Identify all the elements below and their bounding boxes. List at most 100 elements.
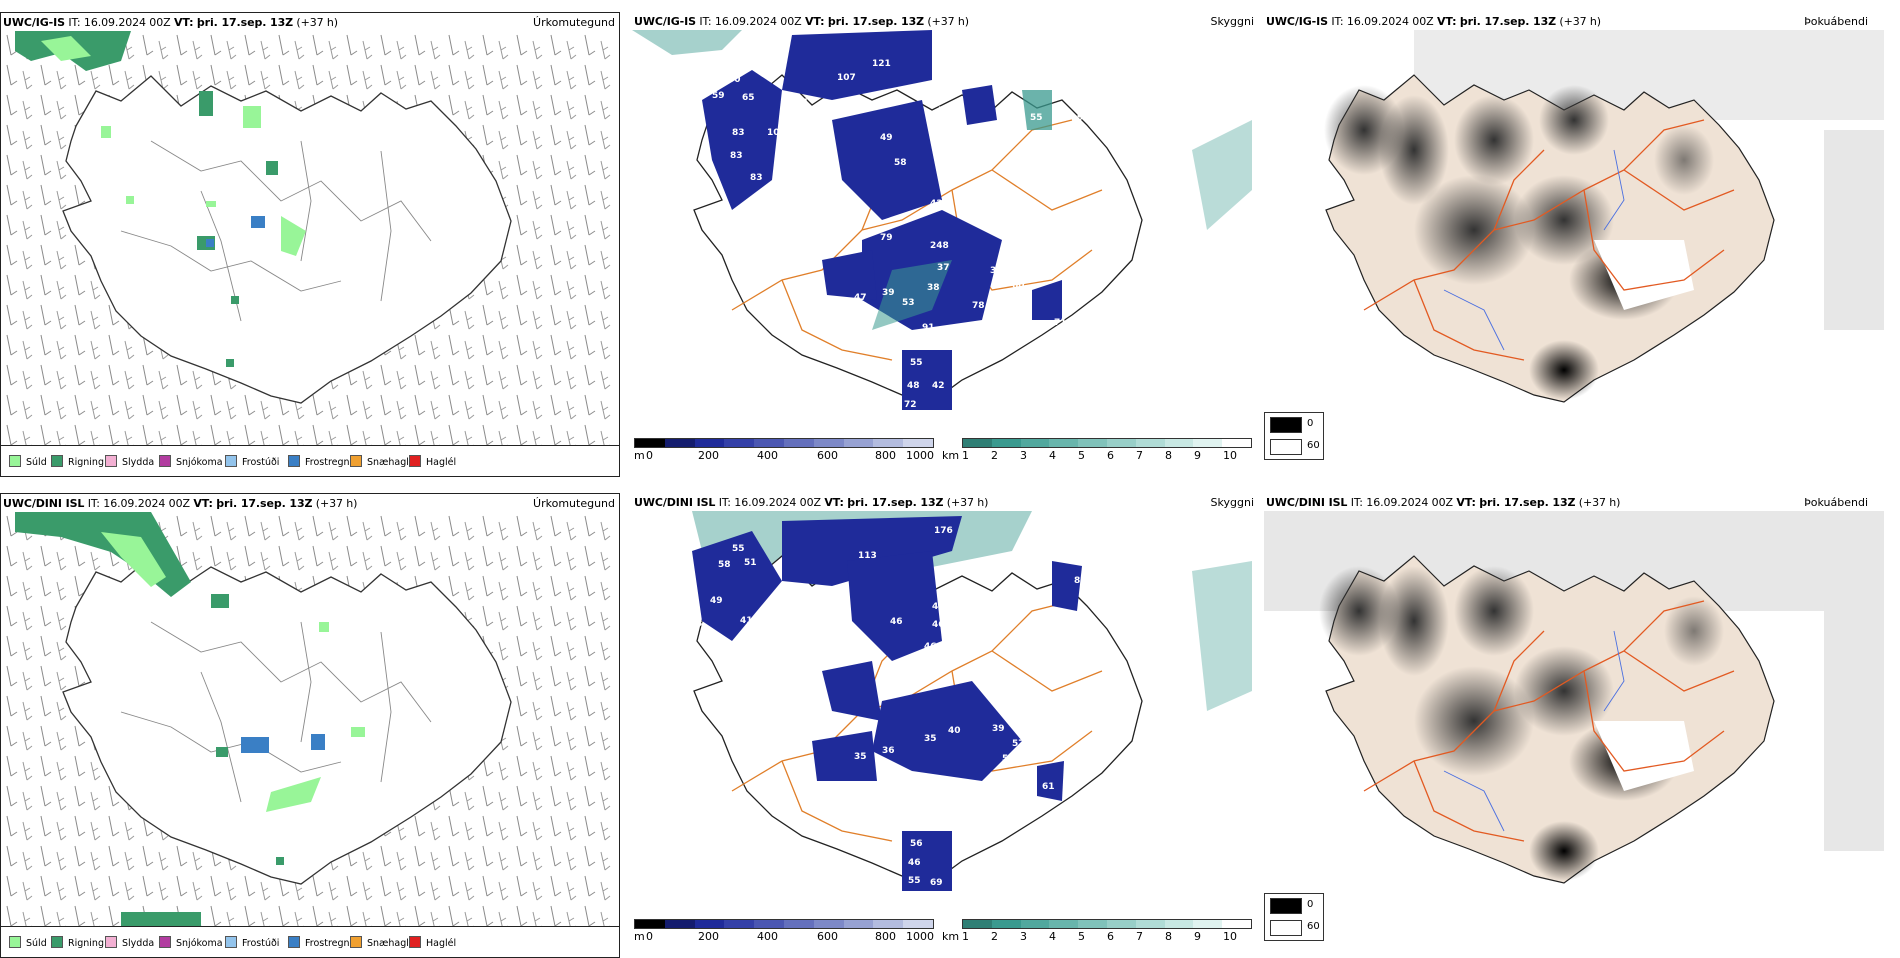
ceiling-label: 55 bbox=[910, 358, 923, 368]
iceland-coastline bbox=[62, 556, 512, 885]
ceiling-label: 49 bbox=[992, 308, 1005, 318]
visibility-tick: 1 bbox=[962, 930, 969, 943]
legend-item: Rigning bbox=[51, 936, 104, 949]
visibility-tick: 1 bbox=[962, 449, 969, 462]
ceiling-label: 55 bbox=[1002, 754, 1015, 764]
ceiling-label: 64 bbox=[687, 98, 700, 108]
ceiling-tick: 0 bbox=[646, 930, 653, 943]
ceiling-label: 36 bbox=[882, 746, 895, 756]
panel-title: UWC/IG-IS IT: 16.09.2024 00Z VT: þri. 17… bbox=[634, 15, 969, 28]
visibility-tick: 3 bbox=[1020, 930, 1027, 943]
visibility-tick: 10 bbox=[1223, 449, 1237, 462]
ceiling-label: 40 bbox=[948, 726, 961, 736]
visibility-tick: 8 bbox=[1165, 930, 1172, 943]
ceiling-label: 107 bbox=[837, 73, 856, 83]
ceiling-label: 53 bbox=[902, 298, 915, 308]
ceiling-label: 42 bbox=[932, 381, 945, 391]
ceiling-label: 105 bbox=[992, 188, 1011, 198]
ceiling-label: 53 bbox=[690, 619, 703, 629]
fog-legend: 0 60 bbox=[1264, 893, 1324, 941]
visibility-tick: 7 bbox=[1136, 449, 1143, 462]
legend-item: Slydda bbox=[105, 936, 154, 949]
ceiling-label: 49 bbox=[880, 133, 893, 143]
ceiling-visibility-map: 50 59 65 64 83 83 83 105 111 107 121 49 … bbox=[632, 30, 1252, 410]
visibility-colorbar bbox=[962, 919, 1252, 929]
ceiling-label: 46 bbox=[908, 858, 921, 868]
legend-item: Frostúði bbox=[225, 936, 279, 949]
legend-item: Snjókoma bbox=[159, 936, 223, 949]
fog-legend-high: 60 bbox=[1307, 921, 1320, 932]
legend-item: Slydda bbox=[105, 455, 154, 468]
visibility-tick: 2 bbox=[991, 449, 998, 462]
ceiling-label: 121 bbox=[872, 59, 891, 69]
ceiling-tick: 400 bbox=[757, 930, 778, 943]
ceiling-label: 176 bbox=[934, 526, 953, 536]
visibility-tick: 7 bbox=[1136, 930, 1143, 943]
precip-type-legend: Súld Rigning Slydda Snjókoma Frostúði Fr… bbox=[1, 926, 619, 957]
ceiling-label: 69 bbox=[930, 878, 943, 888]
ceiling-label: 55 bbox=[732, 544, 745, 554]
visibility-tick: 3 bbox=[1020, 449, 1027, 462]
ceiling-label: 105 bbox=[767, 128, 786, 138]
ceiling-label: 78 bbox=[972, 301, 985, 311]
legend-item: Snæhagl bbox=[350, 455, 409, 468]
ceiling-label: 59 bbox=[712, 91, 725, 101]
fog-legend-low: 0 bbox=[1307, 418, 1314, 429]
fog-indicator-panel-1: UWC/IG-IS IT: 16.09.2024 00Z VT: þri. 17… bbox=[1264, 12, 1884, 477]
precip-map bbox=[1, 31, 618, 446]
legend-item: Frostúði bbox=[225, 455, 279, 468]
ceiling-label: 57 bbox=[670, 248, 683, 258]
ceiling-tick: 200 bbox=[698, 449, 719, 462]
ceiling-label: 39 bbox=[882, 288, 895, 298]
ceiling-label: 43 bbox=[930, 199, 943, 209]
ceiling-label: 48 bbox=[907, 381, 920, 391]
visibility-panel-1: UWC/IG-IS IT: 16.09.2024 00Z VT: þri. 17… bbox=[632, 12, 1254, 477]
fog-legend-high: 60 bbox=[1307, 440, 1320, 451]
ceiling-label: 65 bbox=[742, 93, 755, 103]
panel-title: UWC/IG-IS IT: 16.09.2024 00Z VT: þri. 17… bbox=[1266, 15, 1601, 28]
visibility-unit: km bbox=[942, 930, 960, 943]
visibility-tick: 10 bbox=[1223, 930, 1237, 943]
ceiling-label: 51 bbox=[744, 558, 757, 568]
panel-title: UWC/DINI ISL IT: 16.09.2024 00Z VT: þri.… bbox=[3, 497, 358, 510]
ceiling-tick: 0 bbox=[646, 449, 653, 462]
panel-title: UWC/DINI ISL IT: 16.09.2024 00Z VT: þri.… bbox=[1266, 496, 1621, 509]
visibility-tick: 9 bbox=[1194, 449, 1201, 462]
panel-type-label: Skyggni bbox=[1210, 496, 1254, 509]
ceiling-label: 58 bbox=[894, 158, 907, 168]
ceiling-unit: m bbox=[634, 930, 645, 943]
ceiling-label: 96 bbox=[1077, 113, 1090, 123]
visibility-panel-2: UWC/DINI ISL IT: 16.09.2024 00Z VT: þri.… bbox=[632, 493, 1254, 958]
legend-item: Snjókoma bbox=[159, 455, 223, 468]
ceiling-label: 55 bbox=[1030, 113, 1043, 123]
ceiling-label: 50 bbox=[938, 106, 951, 116]
ceiling-label: 50 bbox=[818, 597, 831, 607]
ceiling-label: 79 bbox=[880, 233, 893, 243]
visibility-tick: 9 bbox=[1194, 930, 1201, 943]
visibility-tick: 6 bbox=[1107, 930, 1114, 943]
ceiling-values: 55 58 51 49 41 50 113 176 46 45 46 46 82… bbox=[690, 526, 1087, 888]
ceiling-tick: 200 bbox=[698, 930, 719, 943]
visibility-tick: 6 bbox=[1107, 449, 1114, 462]
ceiling-label: 113 bbox=[858, 551, 877, 561]
ceiling-label: 72 bbox=[904, 400, 917, 410]
panel-type-label: Þokuábendi bbox=[1804, 15, 1868, 28]
visibility-tick: 5 bbox=[1078, 930, 1085, 943]
panel-title: UWC/DINI ISL IT: 16.09.2024 00Z VT: þri.… bbox=[634, 496, 989, 509]
legend-item: Rigning bbox=[51, 455, 104, 468]
legend-item: Súld bbox=[9, 936, 47, 949]
visibility-tick: 8 bbox=[1165, 449, 1172, 462]
legend-item: Haglél bbox=[409, 455, 456, 468]
ceiling-colorbar bbox=[634, 438, 934, 448]
ceiling-label: 83 bbox=[732, 128, 745, 138]
ceiling-label: 49 bbox=[710, 596, 723, 606]
ceiling-label: 69 bbox=[962, 169, 975, 179]
precip-type-panel-1: UWC/IG-IS IT: 16.09.2024 00Z VT: þri. 17… bbox=[0, 12, 620, 477]
ceiling-label: 57 bbox=[908, 779, 921, 789]
panel-type-label: Skyggni bbox=[1210, 15, 1254, 28]
ceiling-label: 47 bbox=[854, 293, 867, 303]
ceiling-label: 55 bbox=[908, 876, 921, 886]
ceiling-label: 39 bbox=[992, 724, 1005, 734]
ceiling-label: 111 bbox=[790, 98, 809, 108]
ceiling-label: 46 bbox=[932, 620, 945, 630]
